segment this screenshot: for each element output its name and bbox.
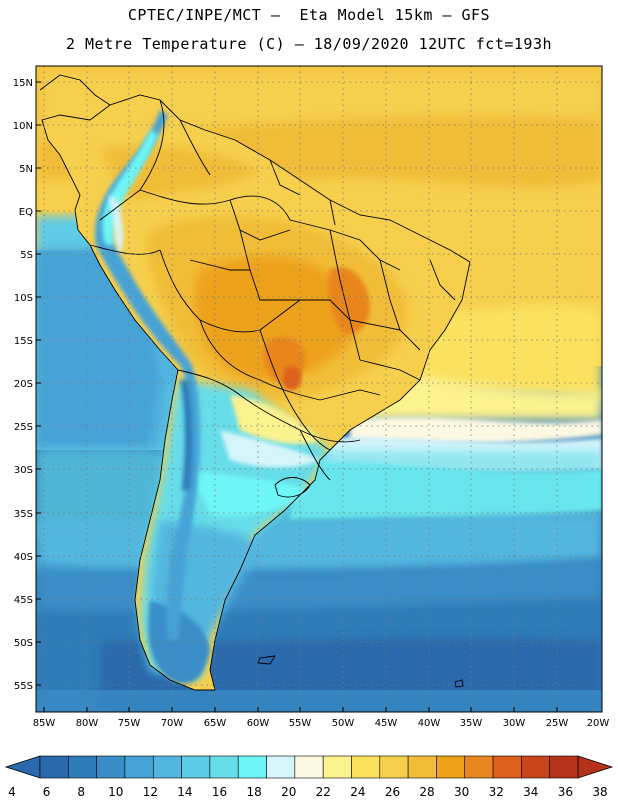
colorbar-box: [351, 755, 381, 779]
lat-label-15n: 15N: [13, 78, 33, 89]
lat-label-5s: 5S: [20, 250, 33, 261]
colorbar-box: [521, 755, 550, 779]
colorbar-labels: 4 6 8 10 12 14 16 18 20 22 24 26 28 30 32 34 36 38: [8, 785, 607, 799]
colorbar-box: [322, 755, 352, 779]
lon-label-85w: 85W: [33, 718, 56, 729]
colorbar-tick-label: 6: [43, 785, 51, 799]
lat-label-10s: 10S: [14, 293, 33, 304]
lon-label-20w: 20W: [587, 718, 610, 729]
colorbar-tick-label: 38: [592, 785, 607, 799]
lon-label-25w: 25W: [546, 718, 569, 729]
lat-label-eq: EQ: [19, 207, 33, 218]
colorbar-tick-label: 12: [143, 785, 158, 799]
south-america-landmass: [40, 70, 602, 690]
colorbar-tick-label: 28: [419, 785, 434, 799]
lat-label-15s: 15S: [14, 336, 33, 347]
colorbar-tick-label: 10: [108, 785, 123, 799]
lon-label-60w: 60W: [247, 718, 270, 729]
lon-label-55w: 55W: [289, 718, 312, 729]
colorbar-box: [436, 755, 466, 779]
colorbar-tick-label: 8: [77, 785, 85, 799]
colorbar-tick-label: 36: [558, 785, 573, 799]
lon-label-50w: 50W: [332, 718, 355, 729]
map-frame: [35, 65, 603, 713]
colorbar-tick-label: 4: [8, 785, 16, 799]
colorbar-tick-label: 14: [177, 785, 192, 799]
latitude-labels: 15N 10N 5N EQ 5S 10S 15S 20S 25S 30S 35S…: [13, 78, 33, 692]
colorbar-box: [237, 755, 267, 779]
graticule: [36, 66, 602, 712]
colorbar-tick-label: 16: [212, 785, 227, 799]
colorbar-box: [96, 755, 126, 779]
lat-label-45s: 45S: [14, 595, 33, 606]
lon-label-65w: 65W: [204, 718, 227, 729]
colorbar-box: [152, 755, 182, 779]
lon-label-75w: 75W: [118, 718, 141, 729]
colorbar-arrow-left: [4, 755, 41, 779]
colorbar-tick-label: 20: [281, 785, 296, 799]
latitude-ticks: [36, 81, 41, 686]
lat-label-10n: 10N: [13, 121, 33, 132]
longitude-labels: 85W 80W 75W 70W 65W 60W 55W 50W 45W 40W …: [33, 718, 610, 729]
lon-label-40w: 40W: [418, 718, 441, 729]
lon-label-35w: 35W: [460, 718, 483, 729]
lat-label-5n: 5N: [19, 164, 33, 175]
longitude-ticks: [43, 707, 558, 712]
colorbar-box: [266, 755, 296, 779]
map-title-model: CPTEC/INPE/MCT – Eta Model 15km – GFS: [127, 6, 491, 24]
colorbar-tick-label: 32: [489, 785, 504, 799]
lat-label-30s: 30S: [14, 465, 33, 476]
colorbar-boxes: [39, 755, 579, 779]
map-field: [36, 66, 602, 712]
lat-label-50s: 50S: [14, 638, 33, 649]
colorbar-tick-label: 18: [246, 785, 261, 799]
lat-label-25s: 25S: [14, 422, 33, 433]
colorbar-box: [492, 755, 522, 779]
colorbar-tick-label: 30: [454, 785, 469, 799]
lat-label-35s: 35S: [14, 509, 33, 520]
colorbar-box: [379, 755, 409, 779]
colorbar-box: [209, 755, 239, 779]
colorbar-tick-label: 34: [523, 785, 538, 799]
colorbar: 4 6 8 10 12 14 16 18 20 22 24 26 28 30 32 34 36 38: [4, 755, 614, 799]
colorbar-box: [549, 755, 579, 779]
colorbar-tick-label: 24: [350, 785, 365, 799]
colorbar-box: [39, 755, 69, 779]
colorbar-box: [68, 755, 97, 779]
colorbar-arrow-right: [577, 755, 614, 779]
lat-label-55s: 55S: [14, 681, 33, 692]
lon-label-45w: 45W: [375, 718, 398, 729]
lon-label-70w: 70W: [161, 718, 184, 729]
lat-label-20s: 20S: [14, 379, 33, 390]
map-title-variable: 2 Metre Temperature (C) – 18/09/2020 12U…: [65, 35, 553, 53]
colorbar-tick-label: 26: [385, 785, 400, 799]
colorbar-box: [464, 755, 494, 779]
colorbar-box: [181, 755, 211, 779]
lon-label-30w: 30W: [503, 718, 526, 729]
lon-label-80w: 80W: [76, 718, 99, 729]
colorbar-box: [407, 755, 437, 779]
lat-label-40s: 40S: [14, 552, 33, 563]
colorbar-tick-label: 22: [316, 785, 331, 799]
colorbar-box: [124, 755, 154, 779]
colorbar-box: [294, 755, 324, 779]
